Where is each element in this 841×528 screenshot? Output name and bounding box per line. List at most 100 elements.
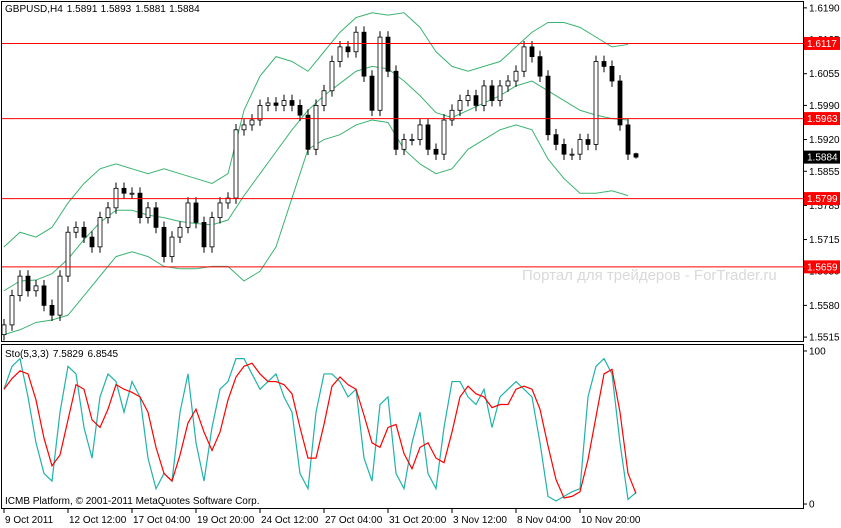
candle-body xyxy=(497,85,503,101)
candle-body xyxy=(289,100,295,106)
candle-body xyxy=(441,119,447,155)
band-line xyxy=(3,12,629,248)
candle-body xyxy=(505,80,511,87)
price-label: 1.5884 xyxy=(807,153,838,164)
candle-body xyxy=(385,36,391,72)
candle-body xyxy=(49,304,55,316)
indicator-header: Sto(5,3,3) 7.5829 6.8545 xyxy=(5,349,119,360)
x-tick-label: 31 Oct 20:00 xyxy=(389,515,447,526)
candle-body xyxy=(305,114,311,150)
candle-body xyxy=(585,139,591,145)
candle-body xyxy=(25,275,31,292)
candle-body xyxy=(233,129,239,199)
candle-body xyxy=(89,236,95,248)
candle-body xyxy=(433,148,439,155)
x-tick-label: 12 Oct 12:00 xyxy=(69,515,127,526)
candle-body xyxy=(537,56,543,77)
indicator-value: 7.5829 xyxy=(53,349,84,360)
candle-body xyxy=(65,231,71,277)
candle-body xyxy=(625,124,631,155)
candle-body xyxy=(185,202,191,228)
candle-body xyxy=(449,109,455,121)
candle-body xyxy=(577,139,583,155)
y-tick-label: 1.5580 xyxy=(809,301,840,312)
symbol: GBPUSD,H4 xyxy=(5,4,63,15)
indicator-line xyxy=(3,357,637,502)
candle-body xyxy=(33,285,39,292)
candle-body xyxy=(81,226,87,238)
candle-body xyxy=(465,95,471,101)
candle-body xyxy=(561,144,567,155)
candle-body xyxy=(425,124,431,150)
y-tick-label: 1.5515 xyxy=(809,333,840,344)
y-tick-label: 1.6055 xyxy=(809,69,840,80)
x-tick-label: 10 Nov 20:00 xyxy=(581,515,641,526)
ohlc-high: 1.5893 xyxy=(101,4,132,15)
chart-header: GBPUSD,H4 1.5891 1.5893 1.5881 1.5884 xyxy=(5,4,200,15)
candle-body xyxy=(17,275,23,297)
candle-body xyxy=(313,105,319,150)
candle-body xyxy=(553,134,559,145)
candle-body xyxy=(97,217,103,248)
candle-body xyxy=(241,124,247,131)
candle-body xyxy=(9,295,15,326)
y-tick-label: 1.5920 xyxy=(809,135,840,146)
watermark: Портал для трейдеров - ForTrader.ru xyxy=(522,267,777,284)
candle-body xyxy=(345,46,351,53)
candle-body xyxy=(201,222,207,248)
candle-body xyxy=(457,100,463,111)
level-tag xyxy=(804,260,840,274)
candle-body xyxy=(297,105,303,116)
level-tag xyxy=(804,36,840,50)
candle-body xyxy=(377,36,383,111)
candle-body xyxy=(521,46,527,72)
y-tick-label: 1.5785 xyxy=(809,201,840,212)
level-tag xyxy=(804,192,840,206)
x-tick-label: 27 Oct 04:00 xyxy=(325,515,383,526)
candle-body xyxy=(73,226,79,233)
candle-body xyxy=(329,61,335,92)
candle-body xyxy=(257,105,263,121)
ohlc-open: 1.5891 xyxy=(67,4,98,15)
candle-body xyxy=(209,217,215,248)
candle-body xyxy=(281,100,287,106)
x-tick-label: 19 Oct 20:00 xyxy=(197,515,255,526)
y-tick-label: 1.5715 xyxy=(809,235,840,246)
level-tag xyxy=(804,112,840,126)
candle-body xyxy=(601,61,607,67)
candle-body xyxy=(129,192,135,195)
level-label: 1.5963 xyxy=(807,114,838,125)
candle-body xyxy=(41,285,47,306)
candle-body xyxy=(481,85,487,106)
candle-body xyxy=(153,207,159,228)
candle-body xyxy=(353,31,359,53)
x-tick-label: 24 Oct 12:00 xyxy=(261,515,319,526)
candle-body xyxy=(417,124,423,140)
candle-body xyxy=(409,139,415,141)
candle-body xyxy=(273,102,279,106)
candle-body xyxy=(337,46,343,62)
candle-body xyxy=(169,236,175,258)
candle-body xyxy=(121,187,127,194)
x-tick-label: 9 Oct 2011 xyxy=(5,515,54,526)
y-tick-label: 0 xyxy=(809,500,815,511)
copyright: ICMB Platform, © 2001-2011 MetaQuotes So… xyxy=(5,496,260,507)
candle-body xyxy=(609,65,615,82)
y-tick-label: 100 xyxy=(809,346,826,357)
candle-body xyxy=(145,207,151,218)
ohlc-close: 1.5884 xyxy=(169,4,200,15)
candle-body xyxy=(617,80,623,126)
candle-body xyxy=(513,70,519,82)
candle-body xyxy=(401,139,407,150)
candle-body xyxy=(105,207,111,218)
y-tick-label: 1.5855 xyxy=(809,167,840,178)
candle-body xyxy=(473,95,479,106)
candle-body xyxy=(529,46,535,58)
candle-body xyxy=(633,153,639,158)
candle-body xyxy=(361,31,367,77)
candle-body xyxy=(369,75,375,111)
candle-body xyxy=(393,70,399,150)
candle-body xyxy=(177,226,183,238)
